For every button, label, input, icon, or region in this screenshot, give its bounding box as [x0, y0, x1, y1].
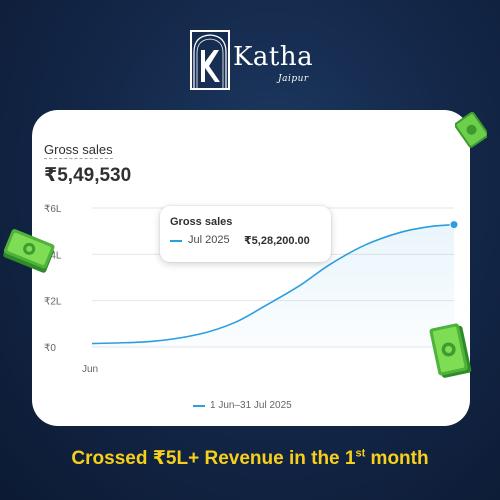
brand-name: Katha	[233, 42, 314, 72]
caption-suffix: month	[365, 448, 429, 469]
brand-subtitle: Jaipur	[278, 74, 309, 84]
caption-prefix: Crossed ₹5L+ Revenue in the 1	[71, 448, 356, 469]
tooltip-value: ₹5,28,200.00	[244, 235, 310, 247]
brand-logo: Katha Jaipur	[190, 30, 315, 95]
tooltip-date: Jul 2025	[188, 234, 230, 246]
series-area	[92, 224, 454, 347]
money-stack-icon	[455, 111, 487, 148]
y-tick-label: ₹4L	[44, 250, 62, 261]
gross-sales-total: ₹5,49,530	[44, 165, 132, 186]
caption-ordinal: st	[355, 447, 366, 460]
chart-tooltip: Gross sales Jul 2025 ₹5,28,200.00	[160, 206, 331, 262]
tooltip-title: Gross sales	[170, 216, 233, 228]
money-stack-icon	[429, 323, 472, 378]
x-tick-label: Jun	[82, 364, 98, 375]
y-tick-label: ₹2L	[44, 297, 62, 308]
gross-sales-title[interactable]: Gross sales	[44, 142, 113, 159]
series-line	[91, 223, 455, 345]
y-tick-label: ₹6L	[44, 204, 62, 215]
series-end-point	[449, 220, 459, 230]
legend-swatch	[193, 405, 205, 407]
legend-label: 1 Jun–31 Jul 2025	[210, 400, 292, 411]
y-tick-label: ₹0	[44, 343, 56, 354]
tooltip-series-swatch	[170, 240, 182, 242]
katha-logo-icon	[190, 30, 230, 90]
gross-sales-chart: ₹0 ₹2L ₹4L ₹6L Jun	[44, 204, 459, 375]
headline-caption: Crossed ₹5L+ Revenue in the 1st month	[0, 447, 500, 470]
sales-card: Gross sales ₹5,49,530 ₹0 ₹2L ₹4L ₹6L Jun Gro…	[32, 110, 470, 426]
money-stack-icon	[3, 229, 55, 273]
